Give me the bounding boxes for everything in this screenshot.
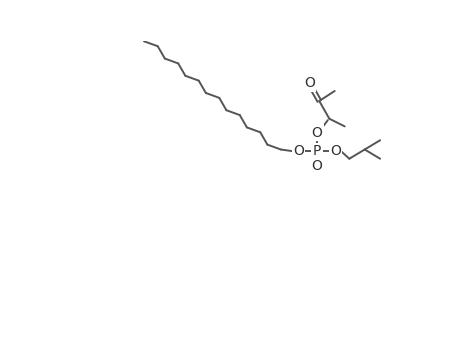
Text: O: O	[311, 125, 322, 139]
Text: O: O	[293, 144, 304, 158]
Text: O: O	[311, 160, 322, 174]
Text: P: P	[313, 144, 321, 158]
Text: O: O	[304, 76, 315, 90]
Text: O: O	[330, 144, 341, 158]
